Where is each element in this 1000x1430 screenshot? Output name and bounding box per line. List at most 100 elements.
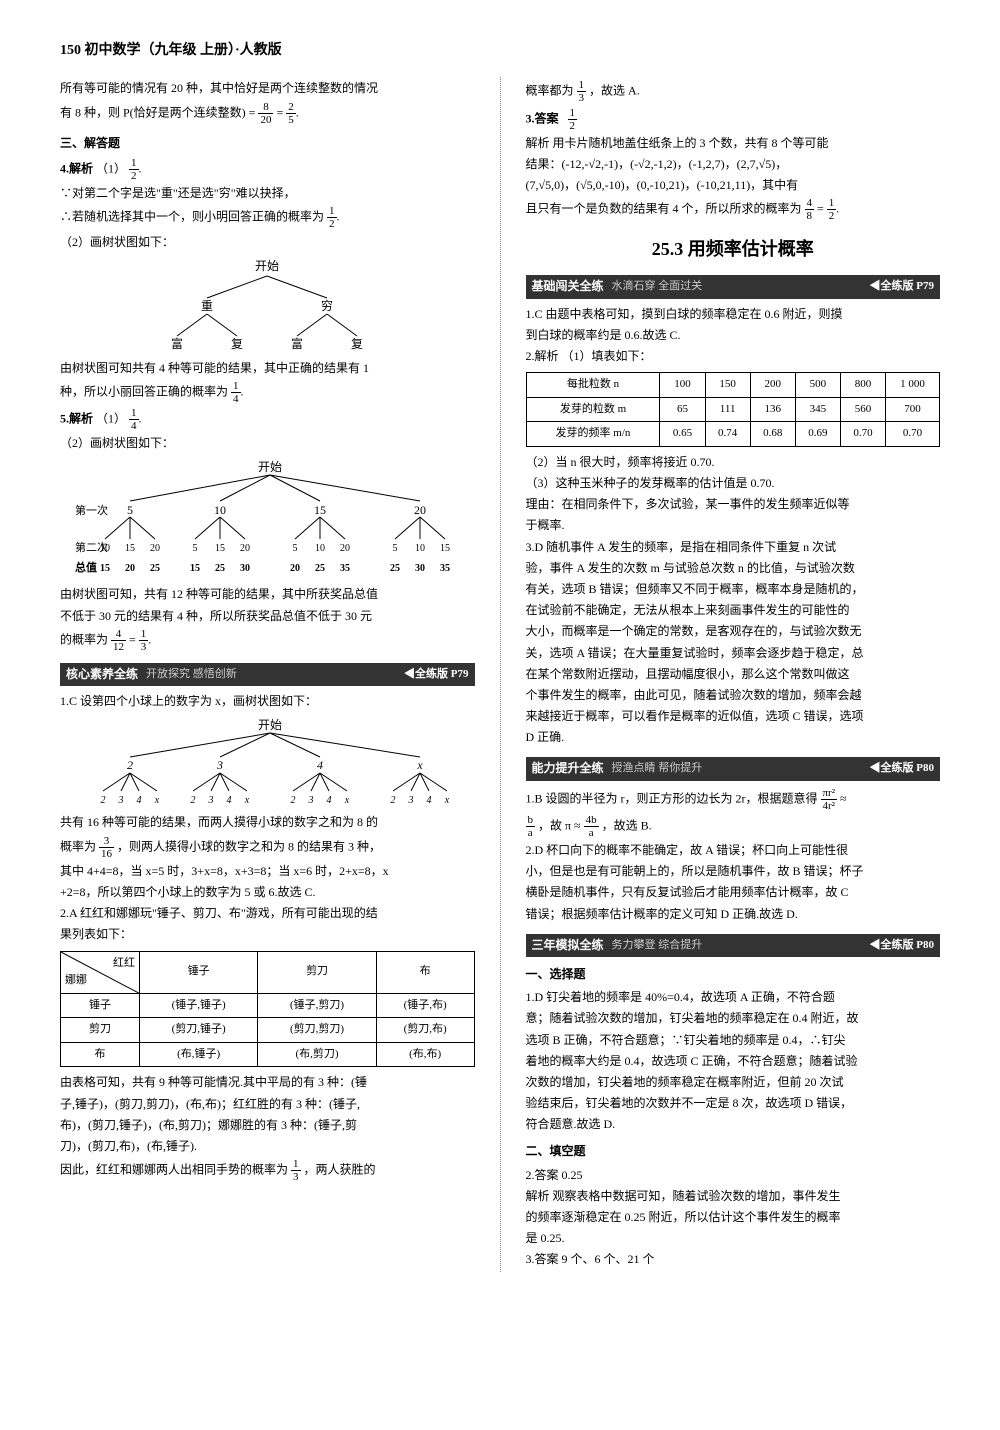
right-column: 概率都为 13 ，故选 A. 3.答案 12 解析 用卡片随机地盖住纸条上的 3… xyxy=(526,77,941,1271)
table-header: 剪刀 xyxy=(258,951,376,993)
table-corner: 红红 娜娜 xyxy=(61,951,140,993)
text-line: 共有 16 种等可能的结果，而两人摸得小球的数字之和为 8 的 xyxy=(60,813,475,832)
game-table: 红红 娜娜 锤子 剪刀 布 锤子(锤子,锤子)(锤子,剪刀)(锤子,布) 剪刀(… xyxy=(60,951,475,1068)
svg-text:30: 30 xyxy=(415,563,425,574)
text-line: 的频率逐渐稳定在 0.25 附近，所以估计这个事件发生的概率 xyxy=(526,1208,941,1227)
bar-ref: ◀全练版 P80 xyxy=(870,760,934,778)
svg-text:35: 35 xyxy=(340,563,350,574)
text-line: 概率为 316 ，则两人摸得小球的数字之和为 8 的结果有 3 种， xyxy=(60,835,475,860)
bar-title: 能力提升全练 xyxy=(532,759,604,778)
section-bar: 核心素养全练 开放探究 感悟创新 ◀全练版 P79 xyxy=(60,663,475,686)
question-label: 4.解析 （1） 12. xyxy=(60,157,475,182)
text: = xyxy=(129,632,139,646)
text-line: 个事件发生的概率，由此可见，随着试验次数的增加，频率会越 xyxy=(526,686,941,705)
svg-text:3: 3 xyxy=(408,795,414,806)
section-title: 一、选择题 xyxy=(526,965,941,984)
row-label: 第一次 xyxy=(75,503,108,517)
text-line: （3）这种玉米种子的发芽概率的估计值是 0.70. xyxy=(526,474,941,493)
svg-text:4: 4 xyxy=(327,795,332,806)
label: 5.解析 xyxy=(60,411,93,425)
table-row: 每批粒数 n1001502005008001 000 xyxy=(526,373,940,398)
text: 1.B 设圆的半径为 r，则正方形的边长为 2r，根据题意得 xyxy=(526,791,818,805)
text: 有 8 种，则 P(恰好是两个连续整数) = xyxy=(60,105,258,119)
text-line: （2）当 n 很大时，频率将接近 0.70. xyxy=(526,453,941,472)
text: （1） xyxy=(96,161,126,175)
svg-text:4: 4 xyxy=(227,795,232,806)
fraction: 12 xyxy=(568,107,578,132)
svg-text:15: 15 xyxy=(190,563,200,574)
text-line: ∵对第二个字是选"重"还是选"穷"难以抉择， xyxy=(60,184,475,203)
bar-ref: ◀全练版 P80 xyxy=(870,937,934,955)
text-line: ∴若随机选择其中一个，则小明回答正确的概率为 12. xyxy=(60,205,475,230)
text-line: 横卧是随机事件，只有反复试验后才能用频率估计概率，故 C xyxy=(526,883,941,902)
tree-node: 富 xyxy=(291,336,303,351)
svg-text:25: 25 xyxy=(315,563,325,574)
bar-subtitle: 务力攀登 综合提升 xyxy=(612,937,703,955)
text: 的概率为 xyxy=(60,632,111,646)
text-line: 小，但是也是有可能朝上的，所以是随机事件，故 B 错误；杯子 xyxy=(526,862,941,881)
fraction: 25 xyxy=(286,101,296,126)
text-line: 1.C 由题中表格可知，摸到白球的频率稳定在 0.6 附近，则摸 xyxy=(526,305,941,324)
text-line: 布)，(剪刀,锤子)，(布,剪刀)；娜娜胜的有 3 种：(锤子,剪 xyxy=(60,1116,475,1135)
fraction: 48 xyxy=(805,197,815,222)
tree-node: 重 xyxy=(201,299,213,313)
text-line: 来越接近于概率，可以看作是概率的近似值，选项 C 错误，选项 xyxy=(526,707,941,726)
tree-node: 2 xyxy=(127,758,133,772)
text-line: 不低于 30 元的结果有 4 种，所以所获奖品总值不低于 30 元 xyxy=(60,607,475,626)
bar-title: 基础闯关全练 xyxy=(532,277,604,296)
section-bar: 能力提升全练 授渔点睛 帮你提升 ◀全练版 P80 xyxy=(526,757,941,780)
text: ，故选 A. xyxy=(589,84,640,98)
page-header: 150 初中数学（九年级 上册）·人教版 xyxy=(60,40,940,62)
bar-title: 三年模拟全练 xyxy=(532,936,604,955)
table-row: 发芽的粒数 m65111136345560700 xyxy=(526,397,940,422)
tree-node: 开始 xyxy=(255,259,279,273)
tree-node: 15 xyxy=(314,503,326,517)
table-row: 锤子(锤子,锤子)(锤子,剪刀)(锤子,布) xyxy=(61,993,475,1018)
fraction: 316 xyxy=(99,835,114,860)
text-line: 由树状图可知，共有 12 种等可能的结果，其中所获奖品总值 xyxy=(60,585,475,604)
svg-text:25: 25 xyxy=(150,563,160,574)
fraction: 412 xyxy=(111,628,126,653)
frequency-table: 每批粒数 n1001502005008001 000 发芽的粒数 m651111… xyxy=(526,372,941,447)
svg-text:35: 35 xyxy=(440,563,450,574)
tree-node: 复 xyxy=(231,337,243,351)
text-line: D 正确. xyxy=(526,728,941,747)
text: （1） xyxy=(96,411,126,425)
content-columns: 所有等可能的情况有 20 种，其中恰好是两个连续整数的情况 有 8 种，则 P(… xyxy=(60,77,940,1271)
label: 3.答案 xyxy=(526,111,559,125)
text: = xyxy=(276,105,286,119)
bar-title: 核心素养全练 xyxy=(66,665,138,684)
text-line: 理由：在相同条件下，多次试验，某一事件的发生频率近似等 xyxy=(526,495,941,514)
text: 概率为 xyxy=(60,839,99,853)
text-line: 且只有一个是负数的结果有 4 个，所以所求的概率为 48 = 12. xyxy=(526,197,941,222)
text-line: 是 0.25. xyxy=(526,1229,941,1248)
text-line: 错误；根据频率估计概率的定义可知 D 正确.故选 D. xyxy=(526,905,941,924)
chapter-title: 25.3 用频率估计概率 xyxy=(526,235,941,264)
text-line: 2.解析 （1）填表如下： xyxy=(526,347,941,366)
svg-text:2: 2 xyxy=(291,795,296,806)
table-row: 剪刀(剪刀,锤子)(剪刀,剪刀)(剪刀,布) xyxy=(61,1018,475,1043)
text: ，两人获胜的 xyxy=(304,1163,376,1177)
svg-text:2: 2 xyxy=(191,795,196,806)
svg-text:25: 25 xyxy=(215,563,225,574)
text: 概率都为 xyxy=(526,84,577,98)
text-line: 3.D 随机事件 A 发生的频率，是指在相同条件下重复 n 次试 xyxy=(526,538,941,557)
bar-subtitle: 开放探究 感悟创新 xyxy=(146,666,237,684)
fraction: 14 xyxy=(231,380,241,405)
text-line: +2=8，所以第四个小球上的数字为 5 或 6.故选 C. xyxy=(60,883,475,902)
text-line: 子,锤子)，(剪刀,剪刀)，(布,布)；红红胜的有 3 种：(锤子, xyxy=(60,1095,475,1114)
svg-text:5: 5 xyxy=(193,543,198,554)
left-column: 所有等可能的情况有 20 种，其中恰好是两个连续整数的情况 有 8 种，则 P(… xyxy=(60,77,475,1271)
text-line: 关，选项 A 错误；在大量重复试验时，频率会逐步趋于稳定，总 xyxy=(526,644,941,663)
fraction: 13 xyxy=(291,1158,301,1183)
text-line: 验结束后，钉尖着地的次数并不一定是 8 次，故选项 D 错误， xyxy=(526,1094,941,1113)
svg-text:x: x xyxy=(444,795,450,806)
tree-node: 4 xyxy=(317,758,323,772)
bar-ref: ◀全练版 P79 xyxy=(404,666,468,684)
fraction: 12 xyxy=(327,205,337,230)
text-line: 所有等可能的情况有 20 种，其中恰好是两个连续整数的情况 xyxy=(60,79,475,98)
text: 种，所以小丽回答正确的概率为 xyxy=(60,384,231,398)
tree-node: 3 xyxy=(216,758,223,772)
row-label: 总值 xyxy=(75,560,97,574)
svg-text:20: 20 xyxy=(150,543,160,554)
